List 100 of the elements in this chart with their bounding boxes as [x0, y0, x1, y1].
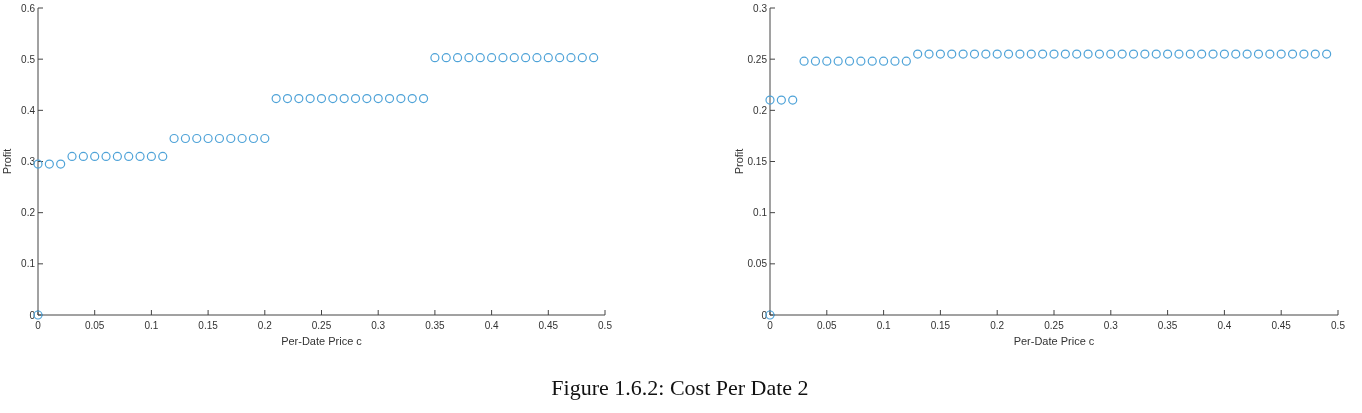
- point: [452, 53, 463, 63]
- point: [339, 93, 349, 104]
- point: [1106, 49, 1116, 59]
- x-tick-label: 0.15: [930, 320, 951, 331]
- point: [765, 95, 775, 105]
- point: [1049, 49, 1059, 59]
- point: [90, 151, 100, 161]
- point: [498, 53, 508, 63]
- point: [577, 53, 587, 63]
- point: [981, 49, 991, 59]
- point: [1060, 49, 1070, 59]
- point: [1310, 49, 1320, 59]
- x-tick-label: 0.4: [1217, 320, 1232, 331]
- y-tick-label: 0.2: [753, 104, 768, 116]
- point: [78, 151, 88, 161]
- point: [396, 93, 406, 104]
- point: [56, 159, 66, 169]
- point: [1072, 49, 1082, 59]
- point: [913, 49, 923, 59]
- point: [1242, 49, 1252, 59]
- point: [1219, 49, 1229, 59]
- point: [1163, 49, 1173, 59]
- x-tick-label: 0.25: [1044, 320, 1065, 331]
- point: [788, 95, 798, 105]
- x-tick-label: 0.4: [484, 320, 499, 331]
- point: [441, 53, 451, 63]
- x-tick-label: 0.15: [198, 320, 219, 331]
- point: [1197, 49, 1207, 59]
- point: [844, 56, 855, 66]
- point: [464, 53, 474, 63]
- point: [776, 95, 786, 105]
- point: [282, 93, 293, 104]
- point: [1276, 49, 1286, 59]
- point: [158, 151, 168, 161]
- x-tick-label: 0.1: [144, 320, 159, 331]
- point: [589, 53, 599, 63]
- x-tick-label: 0.45: [1271, 320, 1292, 331]
- x-axis-title: Per-Date Price c: [1013, 335, 1095, 347]
- x-tick-label: 0.05: [84, 320, 105, 331]
- point: [260, 133, 270, 144]
- point: [1322, 49, 1332, 59]
- point: [555, 53, 565, 63]
- point: [384, 93, 395, 104]
- point: [566, 53, 576, 63]
- y-tick-label: 0.15: [747, 156, 768, 167]
- point: [822, 56, 832, 66]
- point: [992, 49, 1002, 59]
- point: [1208, 49, 1218, 59]
- point: [879, 56, 889, 66]
- x-axis-title: Per-Date Price c: [281, 335, 363, 347]
- point: [1299, 49, 1309, 59]
- point: [1083, 49, 1093, 59]
- x-tick-label: 0.35: [425, 320, 446, 331]
- point: [947, 49, 957, 59]
- x-tick-label: 0.35: [1157, 320, 1178, 331]
- point: [924, 49, 934, 59]
- point: [1231, 49, 1241, 59]
- x-tick-label: 0.25: [311, 320, 332, 331]
- y-tick-label: 0.2: [21, 207, 36, 219]
- point: [1140, 49, 1150, 59]
- x-tick-label: 0.3: [371, 320, 386, 331]
- y-tick-label: 0.1: [753, 207, 768, 219]
- point: [101, 151, 111, 161]
- point: [1174, 49, 1184, 59]
- point: [180, 133, 191, 144]
- point: [509, 53, 519, 63]
- point: [543, 53, 553, 63]
- point: [350, 93, 361, 104]
- point: [214, 133, 225, 144]
- point: [1015, 49, 1025, 59]
- point: [867, 56, 877, 66]
- point: [44, 159, 54, 169]
- point: [430, 53, 440, 63]
- point: [810, 56, 821, 66]
- point: [316, 93, 327, 104]
- point: [958, 49, 968, 59]
- x-tick-label: 0.45: [538, 320, 559, 331]
- y-axis-title: Profit: [733, 148, 745, 175]
- y-tick-label: 0.3: [21, 156, 36, 167]
- point: [169, 133, 179, 144]
- point: [373, 93, 383, 104]
- point: [833, 56, 843, 66]
- point: [226, 133, 236, 144]
- y-tick-label: 0.25: [747, 53, 768, 65]
- y-tick-label: 0: [761, 309, 768, 321]
- x-tick-label: 0.5: [1331, 320, 1346, 331]
- caption: Figure 1.6.2: Cost Per Date 2: [551, 375, 809, 400]
- point: [418, 93, 429, 104]
- y-tick-label: 0.6: [21, 2, 36, 14]
- point: [271, 93, 281, 104]
- x-tick-label: 0.1: [876, 320, 891, 331]
- point: [1265, 49, 1275, 59]
- point: [237, 133, 247, 144]
- point: [124, 151, 134, 161]
- point: [1038, 49, 1048, 59]
- point: [901, 56, 911, 66]
- y-tick-label: 0.05: [747, 258, 768, 270]
- point: [146, 151, 156, 161]
- point: [294, 93, 304, 104]
- point: [1185, 49, 1195, 59]
